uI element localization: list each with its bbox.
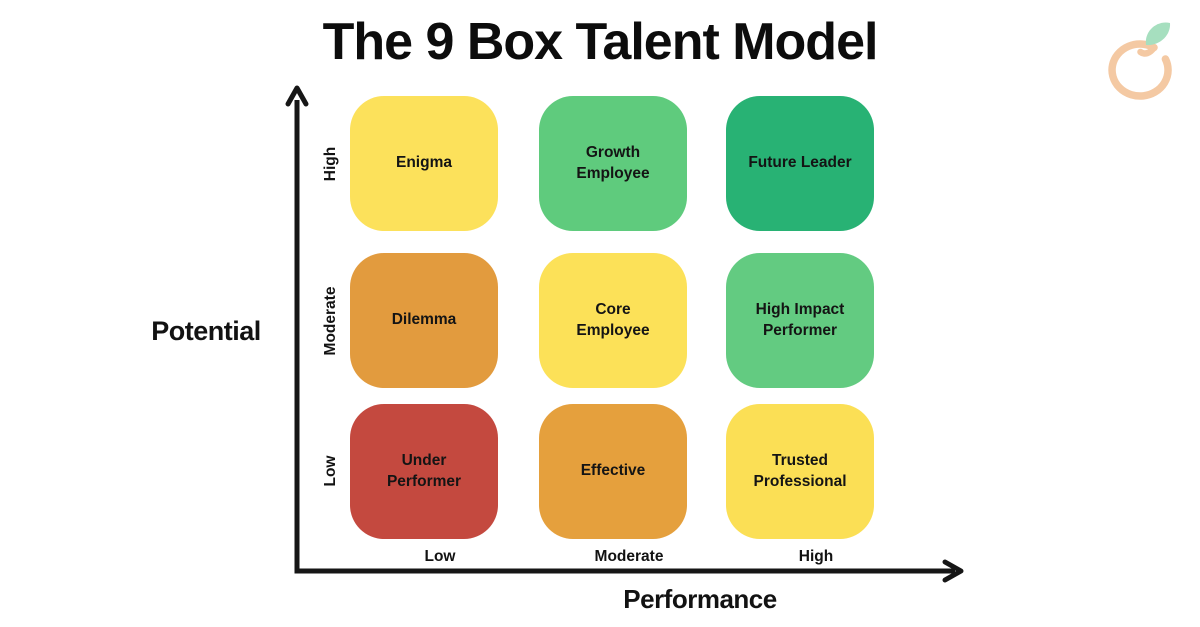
y-tick-moderate: Moderate bbox=[322, 286, 339, 356]
page-title: The 9 Box Talent Model bbox=[322, 13, 879, 71]
grid-cell-under-performer: Under Performer bbox=[350, 404, 498, 539]
grid-cell-trusted-professional: Trusted Professional bbox=[726, 404, 874, 539]
cell-label: Enigma bbox=[396, 154, 452, 172]
grid-cell-high-impact-performer: High Impact Performer bbox=[726, 253, 874, 388]
cell-label: Future Leader bbox=[748, 154, 852, 172]
peach-logo bbox=[1100, 18, 1180, 104]
cell-label: Trusted Professional bbox=[753, 451, 847, 490]
cell-label: High Impact Performer bbox=[755, 300, 845, 339]
grid-cell-growth-employee: Growth Employee bbox=[539, 96, 687, 231]
x-axis-title: Performance bbox=[623, 584, 777, 614]
x-tick-low: Low bbox=[424, 548, 456, 565]
y-tick-low: Low bbox=[322, 455, 339, 487]
grid-cell-enigma: Enigma bbox=[350, 96, 498, 231]
cell-label: Core Employee bbox=[576, 300, 650, 339]
cell-label: Under Performer bbox=[386, 451, 462, 490]
x-tick-moderate: Moderate bbox=[594, 548, 664, 565]
peach-with-leaf-icon bbox=[1108, 22, 1172, 100]
grid-cell-effective: Effective bbox=[539, 404, 687, 539]
cell-label: Growth Employee bbox=[576, 143, 650, 182]
x-tick-high: High bbox=[798, 548, 834, 565]
y-axis-title: Potential bbox=[151, 316, 261, 346]
grid-cell-core-employee: Core Employee bbox=[539, 253, 687, 388]
cell-label: Effective bbox=[580, 462, 646, 480]
y-tick-high: High bbox=[322, 146, 339, 182]
cell-label: Dilemma bbox=[391, 311, 457, 329]
grid-cell-future-leader: Future Leader bbox=[726, 96, 874, 231]
grid-cell-dilemma: Dilemma bbox=[350, 253, 498, 388]
